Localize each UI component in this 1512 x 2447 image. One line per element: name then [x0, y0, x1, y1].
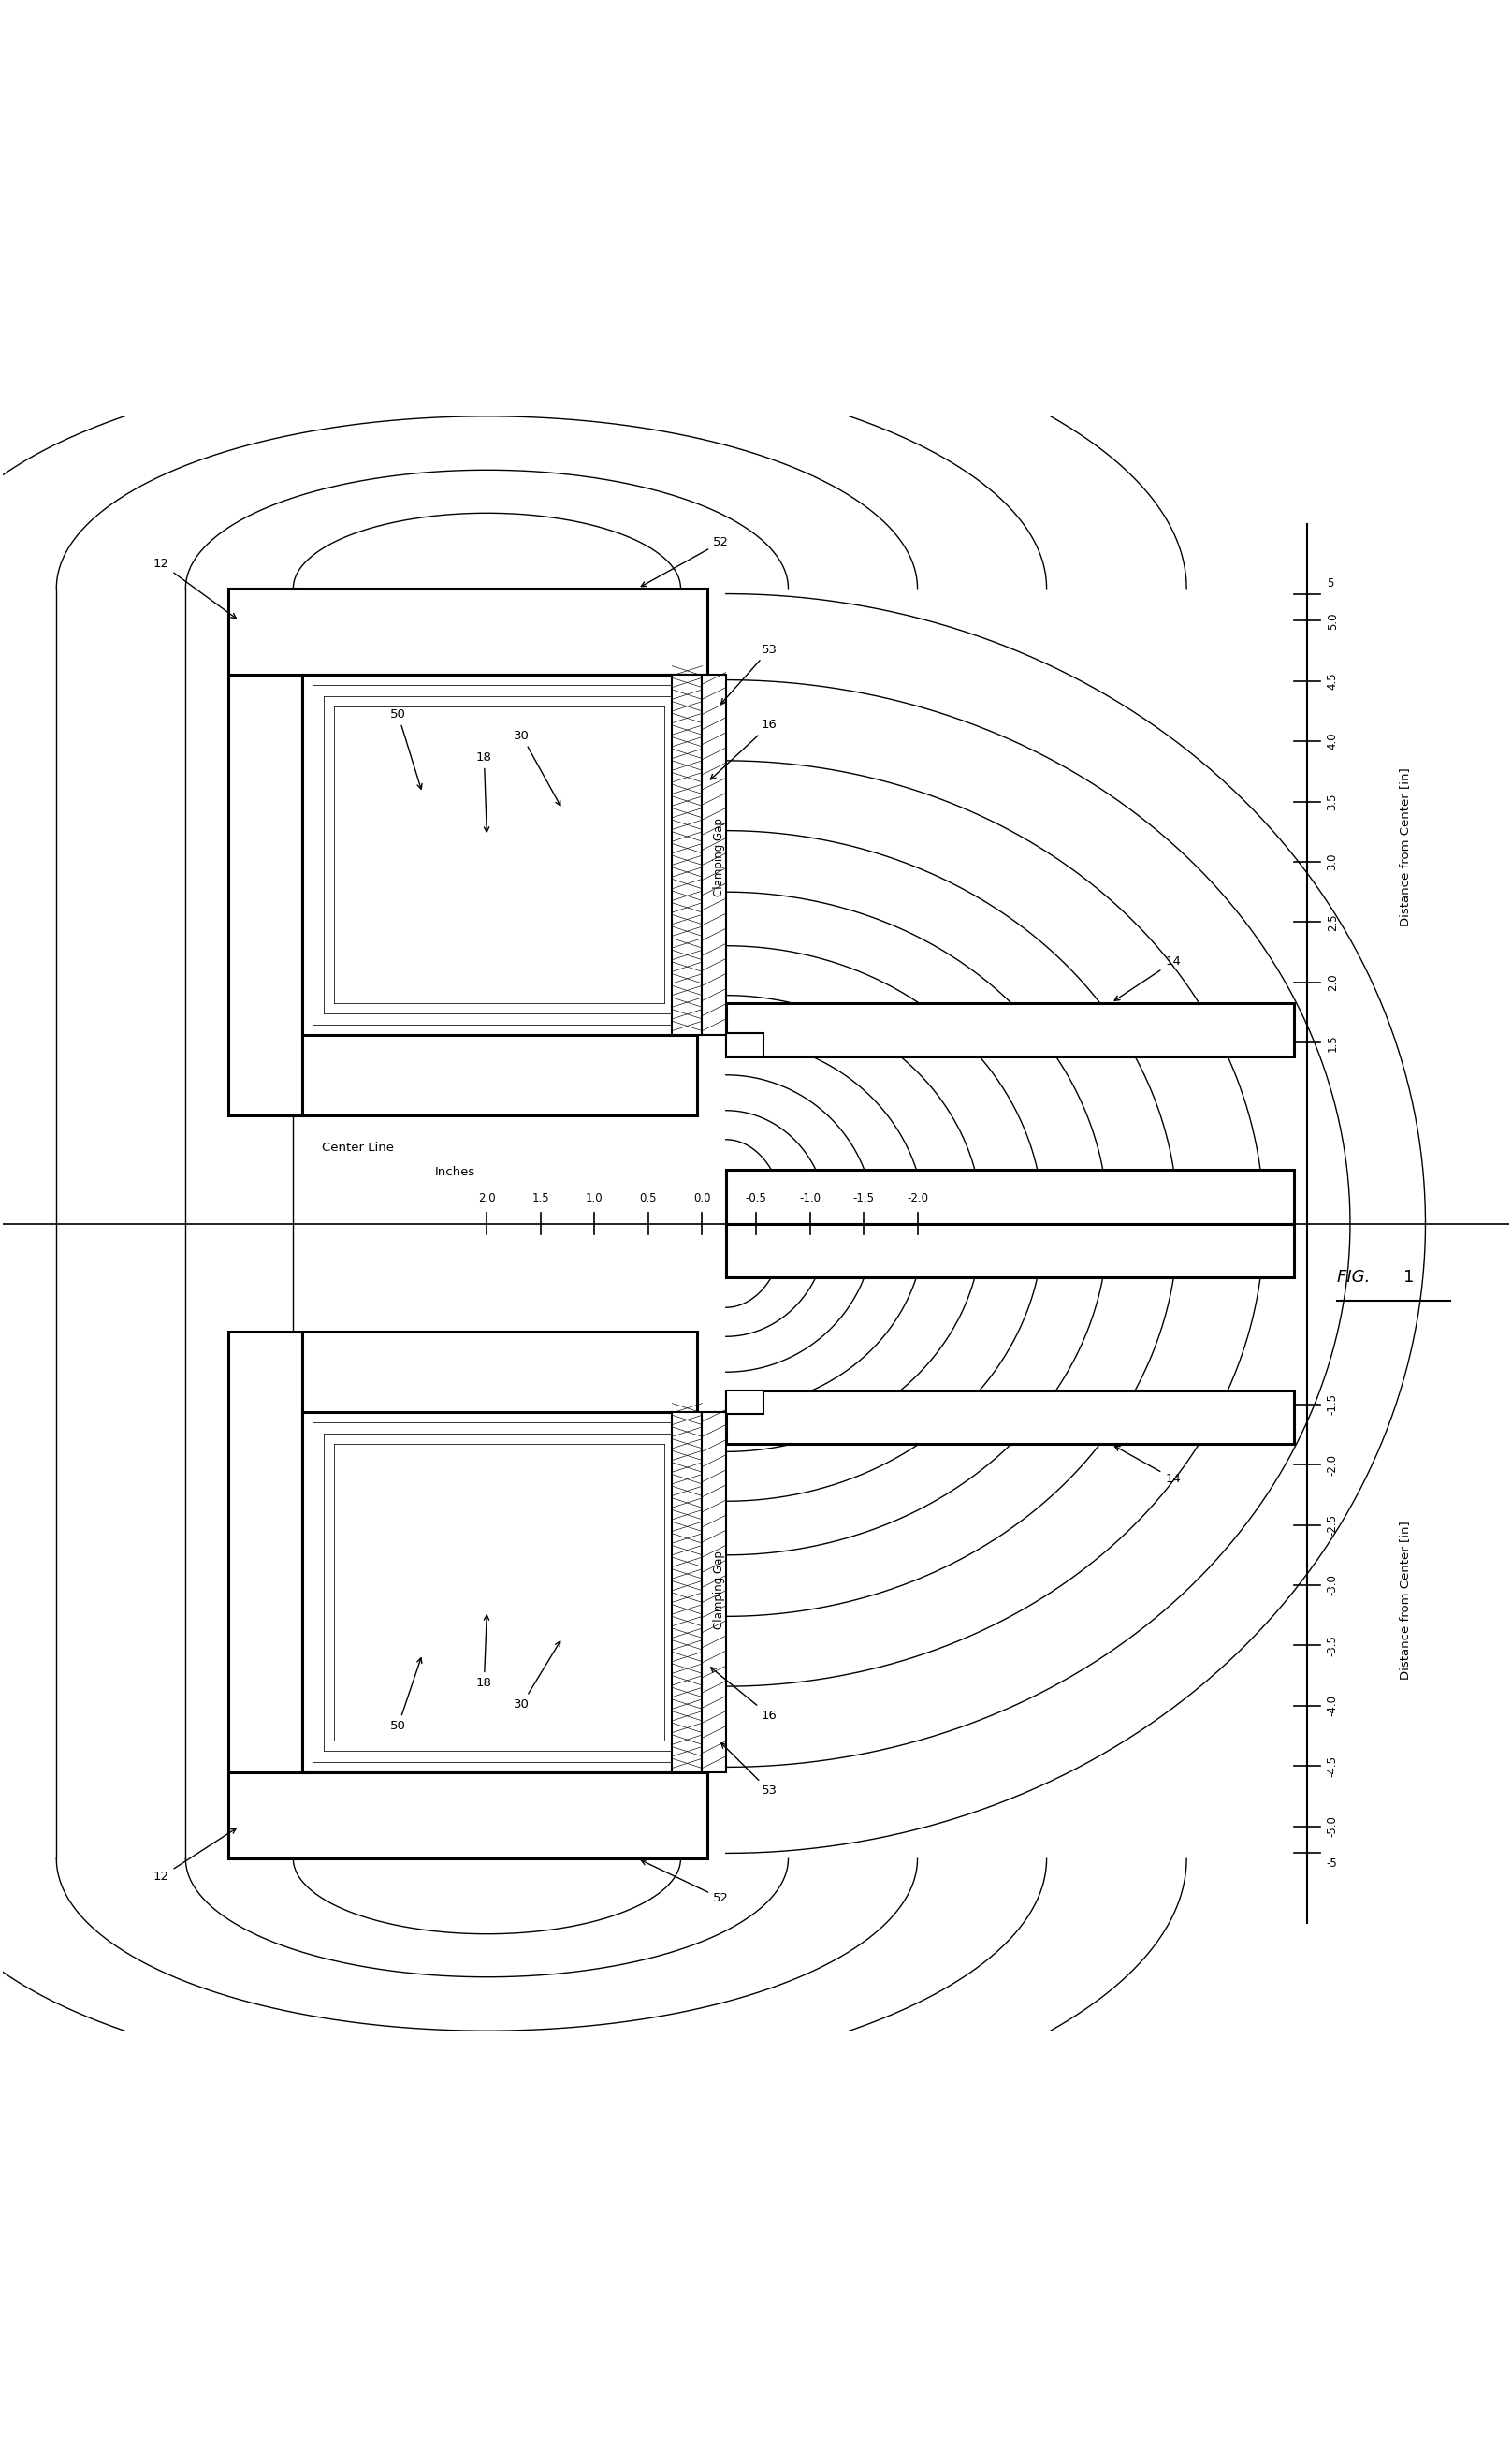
- Text: -2.5: -2.5: [1326, 1515, 1338, 1537]
- Bar: [726, 1003, 1294, 1057]
- Text: 3.5: 3.5: [1326, 793, 1338, 810]
- Text: -2.0: -2.0: [1326, 1454, 1338, 1476]
- Text: 30: 30: [514, 729, 561, 805]
- Text: 12: 12: [153, 558, 236, 619]
- Text: Inches: Inches: [434, 1167, 475, 1179]
- Text: -3.5: -3.5: [1326, 1635, 1338, 1657]
- Text: -4.5: -4.5: [1326, 1754, 1338, 1777]
- Text: 18: 18: [476, 1615, 491, 1688]
- Text: 14: 14: [1114, 1446, 1181, 1485]
- Text: 16: 16: [711, 719, 777, 781]
- Text: -3.0: -3.0: [1326, 1573, 1338, 1595]
- Text: -1.5: -1.5: [1326, 1395, 1338, 1414]
- Text: 0.0: 0.0: [694, 1192, 711, 1204]
- Text: 4.5: 4.5: [1326, 673, 1338, 690]
- Bar: [702, 1412, 726, 1772]
- Text: Distance from Center [in]: Distance from Center [in]: [1399, 768, 1411, 925]
- Text: Clamping Gap: Clamping Gap: [714, 817, 726, 896]
- Text: 5.0: 5.0: [1326, 612, 1338, 629]
- Text: 0.5: 0.5: [640, 1192, 658, 1204]
- Text: -5.0: -5.0: [1326, 1816, 1338, 1838]
- Text: -1.0: -1.0: [798, 1192, 821, 1204]
- Text: 1.5: 1.5: [532, 1192, 549, 1204]
- Bar: [228, 587, 708, 675]
- Text: 16: 16: [711, 1666, 777, 1720]
- Text: FIG.: FIG.: [1337, 1270, 1376, 1285]
- Text: 2.5: 2.5: [1326, 913, 1338, 930]
- Text: 30: 30: [514, 1642, 559, 1710]
- Bar: [726, 1390, 764, 1414]
- Text: -5: -5: [1326, 1857, 1338, 1870]
- Text: 1: 1: [1405, 1270, 1415, 1285]
- Text: 12: 12: [153, 1828, 236, 1882]
- Text: 50: 50: [390, 707, 422, 788]
- Text: Distance from Center [in]: Distance from Center [in]: [1399, 1522, 1411, 1679]
- Text: 52: 52: [641, 536, 729, 587]
- Text: 2.0: 2.0: [478, 1192, 496, 1204]
- Text: 18: 18: [476, 751, 491, 832]
- Text: -1.5: -1.5: [853, 1192, 874, 1204]
- Bar: [671, 675, 702, 1035]
- Text: 52: 52: [641, 1860, 729, 1904]
- Bar: [302, 1331, 697, 1412]
- Bar: [228, 587, 302, 1116]
- Bar: [302, 1035, 697, 1116]
- Text: -4.0: -4.0: [1326, 1696, 1338, 1715]
- Text: 1.0: 1.0: [585, 1192, 603, 1204]
- Text: 3.0: 3.0: [1326, 854, 1338, 871]
- Text: 53: 53: [721, 1742, 777, 1796]
- Bar: [228, 1772, 708, 1860]
- Bar: [228, 1331, 302, 1860]
- Text: 14: 14: [1114, 957, 1181, 1001]
- Text: 5: 5: [1326, 577, 1334, 590]
- Text: 53: 53: [721, 644, 777, 705]
- Bar: [702, 675, 726, 1035]
- Text: Clamping Gap: Clamping Gap: [714, 1551, 726, 1630]
- Bar: [726, 1224, 1294, 1277]
- Text: -0.5: -0.5: [745, 1192, 767, 1204]
- Bar: [671, 1412, 702, 1772]
- Text: 1.5: 1.5: [1326, 1035, 1338, 1052]
- Text: 50: 50: [390, 1659, 422, 1732]
- Text: -2.0: -2.0: [907, 1192, 928, 1204]
- Text: Center Line: Center Line: [322, 1140, 393, 1153]
- Bar: [726, 1033, 764, 1057]
- Text: 2.0: 2.0: [1326, 974, 1338, 991]
- Bar: [726, 1390, 1294, 1444]
- Bar: [726, 1170, 1294, 1224]
- Text: 4.0: 4.0: [1326, 732, 1338, 749]
